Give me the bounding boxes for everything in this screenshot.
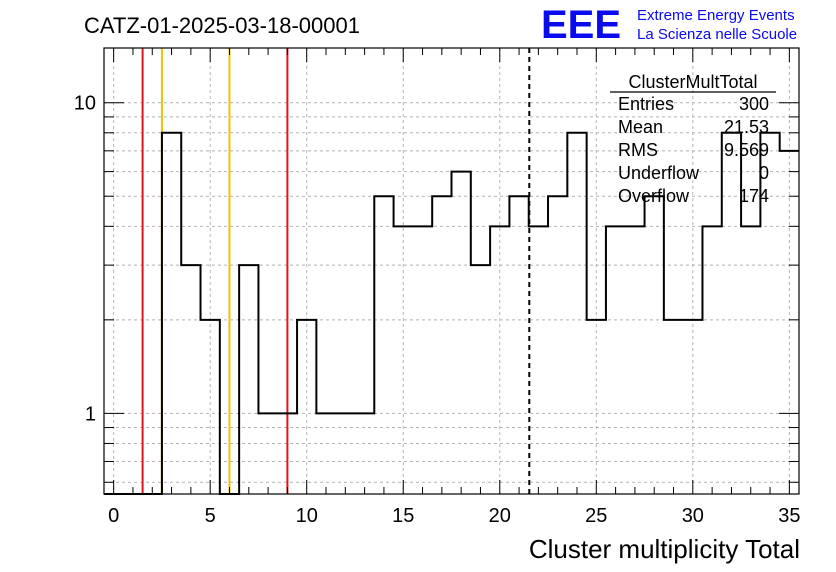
plot-frame	[103, 47, 800, 495]
y-tick-label: 1	[85, 403, 96, 425]
stats-value: 21.53	[724, 117, 769, 137]
stats-box-title: ClusterMultTotal	[628, 72, 757, 92]
stats-label: Underflow	[618, 163, 700, 183]
x-tick-label: 30	[682, 505, 704, 527]
stats-label: Overflow	[618, 186, 690, 206]
stats-box: ClusterMultTotal Entries 300 Mean 21.53 RMS 9…	[610, 72, 776, 206]
eee-logo-line2: La Scienza nelle Scuole	[637, 26, 797, 43]
stats-value: 0	[759, 163, 769, 183]
y-tick-label: 10	[74, 93, 96, 115]
eee-logo: EEE Extreme Energy Events La Scienza nel…	[541, 3, 797, 47]
x-tick-label: 35	[778, 505, 800, 527]
stats-label: Entries	[618, 94, 674, 114]
histogram-outline	[104, 131, 799, 495]
x-tick-label: 10	[296, 505, 318, 527]
eee-logo-line1: Extreme Energy Events	[637, 7, 795, 24]
run-title: CATZ-01-2025-03-18-00001	[84, 13, 360, 38]
stats-box-rows: Entries 300 Mean 21.53 RMS 9.569 Underflow 0 Ove…	[618, 94, 769, 206]
grid-lines	[104, 48, 799, 494]
stats-label: RMS	[618, 140, 658, 160]
x-tick-label: 20	[489, 505, 511, 527]
x-tick-label: 0	[108, 505, 119, 527]
stats-label: Mean	[618, 117, 663, 137]
x-tick-label: 5	[205, 505, 216, 527]
stats-value: 174	[739, 186, 769, 206]
x-tick-label: 15	[392, 505, 414, 527]
eee-logo-mark: EEE	[541, 3, 621, 47]
histogram-steps	[104, 131, 799, 495]
axes: 0 5 10 15 20 25 30 35 1 10	[74, 48, 800, 527]
x-axis-label: Cluster multiplicity Total	[529, 534, 800, 564]
x-tick-label: 25	[585, 505, 607, 527]
stats-value: 300	[739, 94, 769, 114]
stats-value: 9.569	[724, 140, 769, 160]
